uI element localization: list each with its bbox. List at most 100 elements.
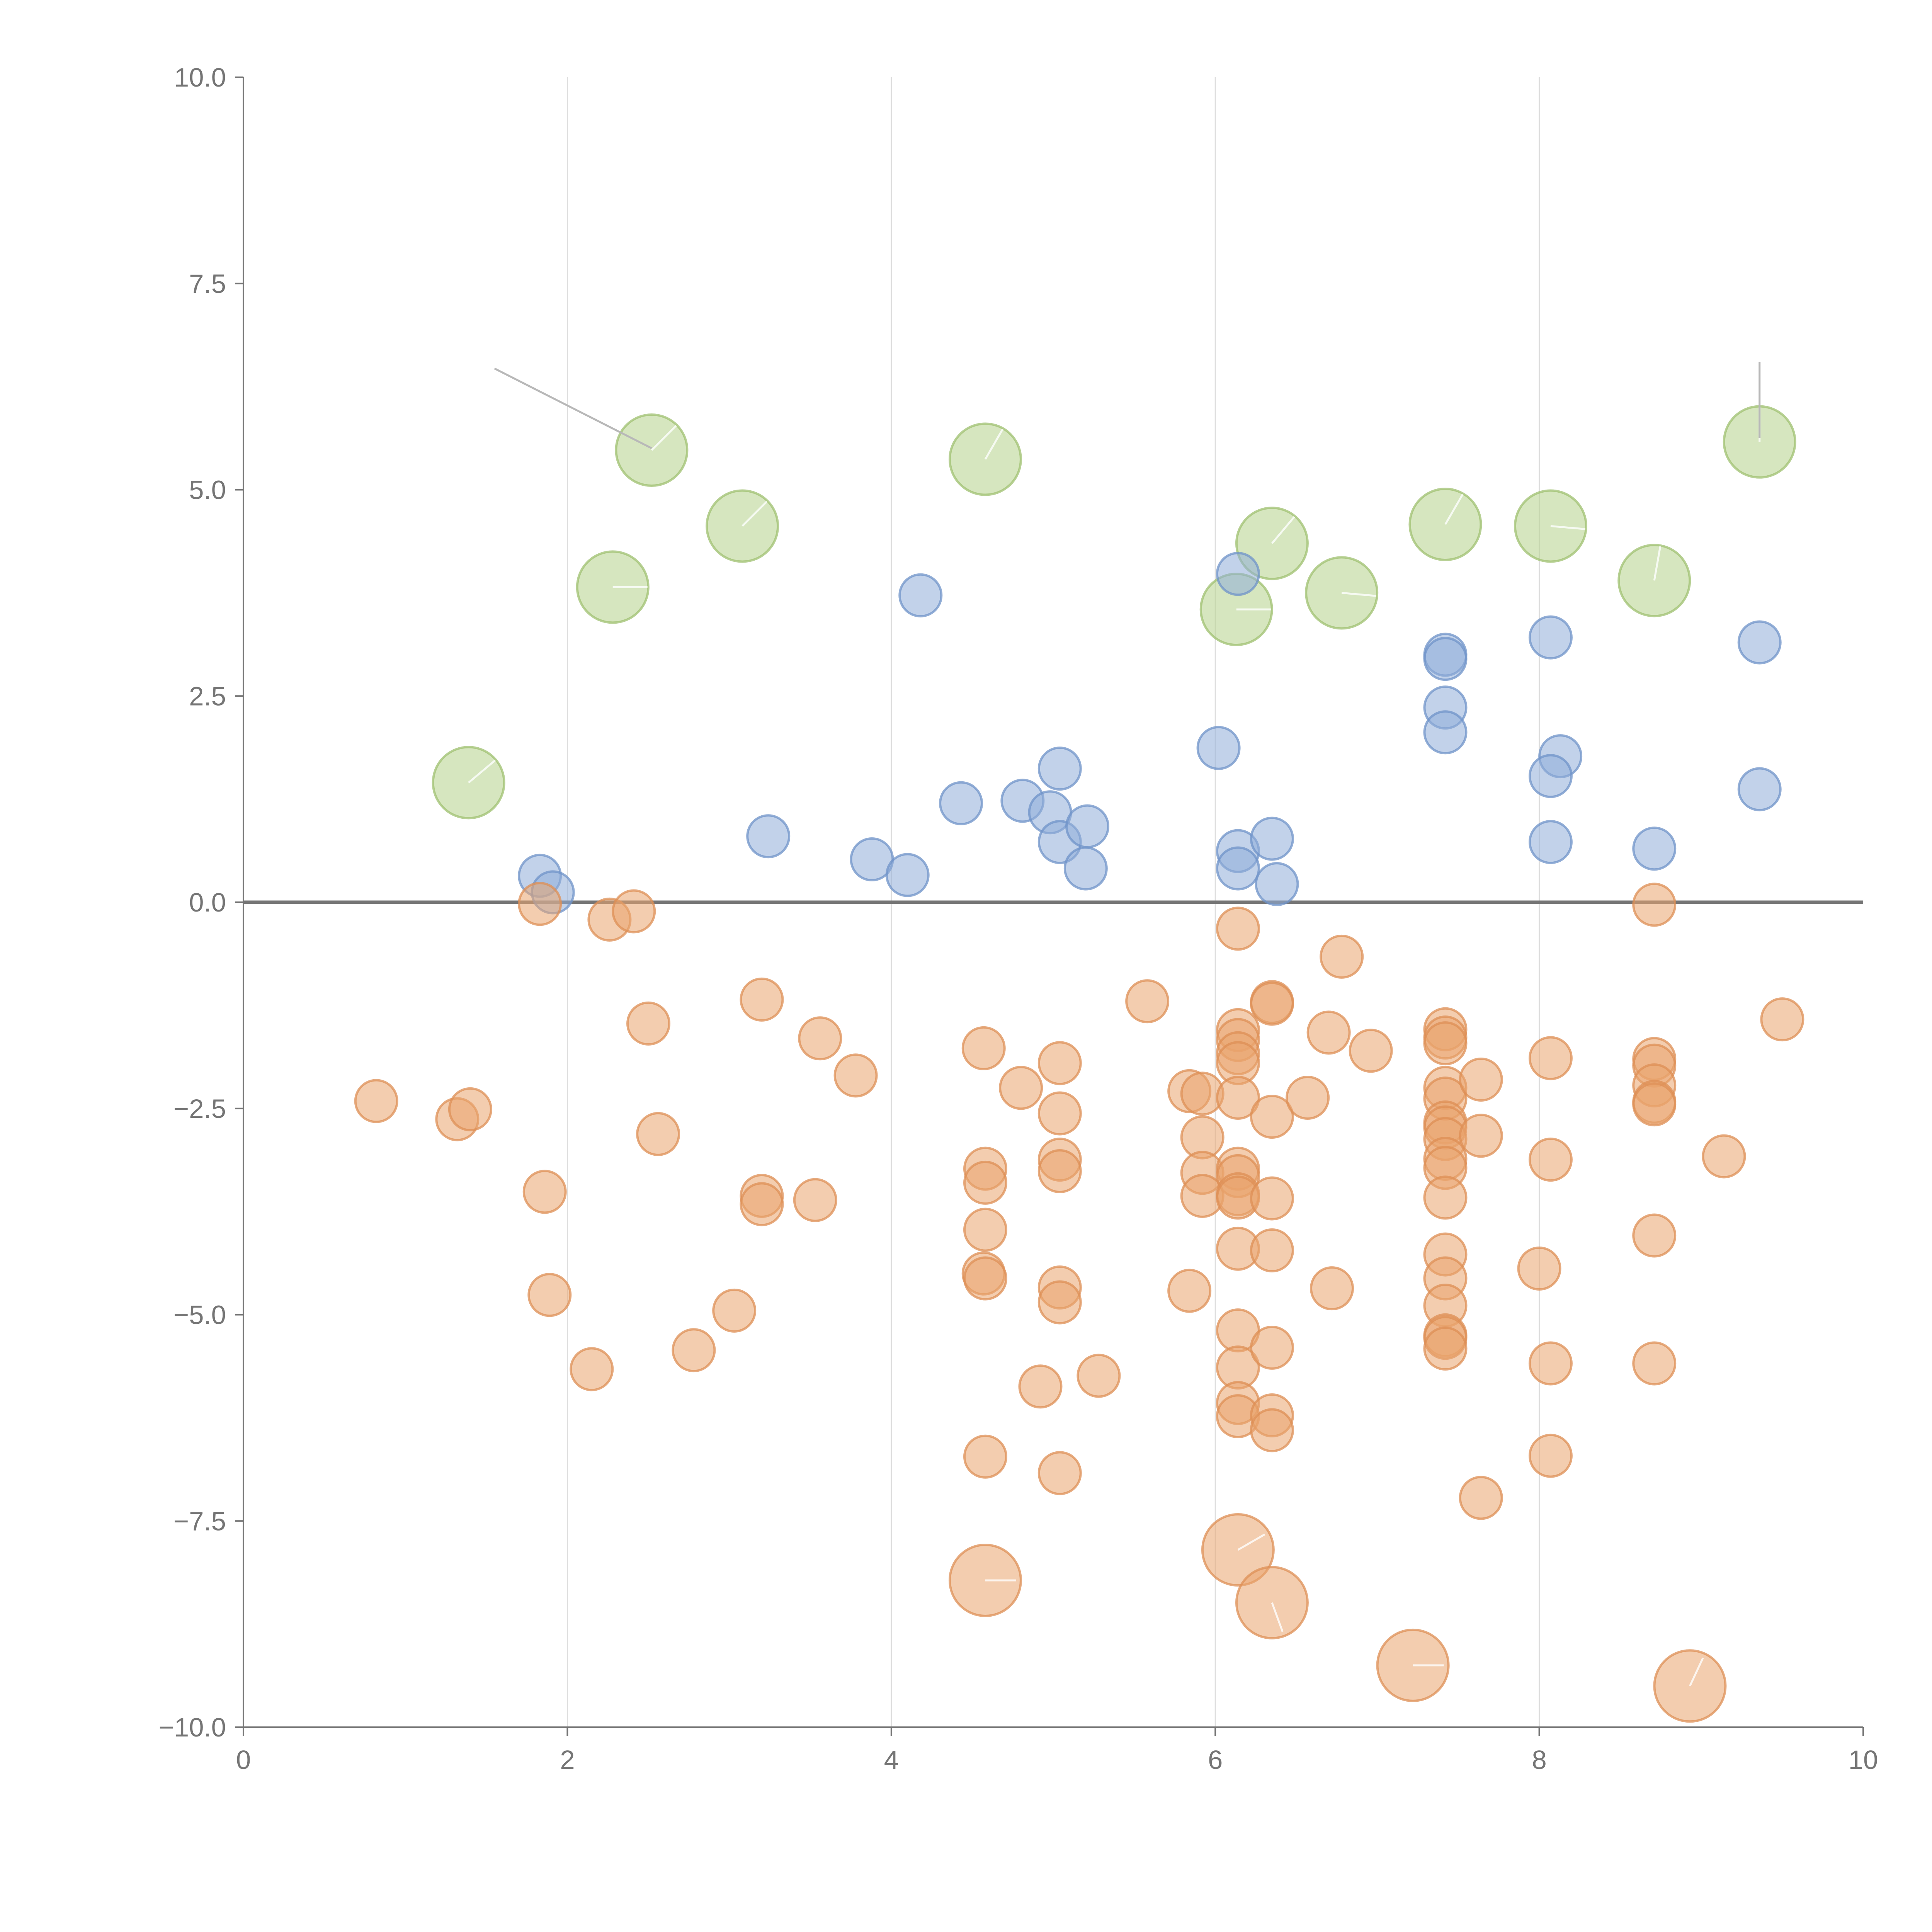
data-point-small-negative (354, 1079, 398, 1123)
x-tick-label: 6 (1208, 1745, 1223, 1775)
label-leader-line (1444, 493, 1464, 525)
data-point-small-positive (1037, 747, 1082, 791)
annotation-connector-line (494, 367, 652, 449)
x-tick-label: 2 (560, 1745, 575, 1775)
data-point-small-negative (1459, 1058, 1503, 1102)
data-point-small-negative (1037, 1280, 1082, 1325)
data-point-small-positive (1632, 827, 1677, 871)
data-point-small-negative (1632, 1082, 1677, 1127)
data-point-small-negative (1632, 1341, 1677, 1386)
data-point-small-negative (1632, 1213, 1677, 1258)
data-point-small-negative (1310, 1266, 1354, 1311)
data-point-small-negative (1306, 1010, 1351, 1055)
label-leader-line (1237, 1533, 1265, 1551)
data-point-small-negative (1349, 1029, 1393, 1073)
data-point-small-negative (527, 1273, 572, 1317)
data-point-small-negative (999, 1066, 1043, 1110)
data-point-small-negative (1216, 906, 1260, 951)
label-leader-line (468, 759, 496, 784)
y-tick-label: 10.0 (174, 63, 226, 92)
label-leader-line (1271, 516, 1295, 544)
data-point-small-positive (1528, 820, 1573, 864)
data-point-small-negative (963, 1208, 1007, 1252)
data-point-small-positive (1737, 767, 1782, 811)
data-point-small-positive (1250, 816, 1294, 861)
y-tick-label: 2.5 (189, 681, 226, 711)
data-point-small-negative (1320, 934, 1364, 979)
data-point-small-negative (626, 1001, 670, 1046)
data-point-small-negative (1760, 997, 1804, 1042)
data-point-small-negative (1632, 883, 1677, 927)
data-point-small-negative (1250, 1095, 1294, 1139)
data-point-small-negative (570, 1347, 614, 1391)
bubble-layer (354, 405, 1804, 1723)
y-tick-label: 0.0 (189, 888, 226, 917)
data-point-small-negative (1423, 1327, 1468, 1371)
data-point-small-positive (1528, 615, 1573, 660)
x-tick-label: 4 (884, 1745, 899, 1775)
label-leader-line (1341, 592, 1377, 597)
data-point-small-negative (1077, 1354, 1121, 1398)
label-leader-line (1689, 1657, 1704, 1687)
annotation-layer (468, 362, 1761, 1687)
label-leader-line (1550, 525, 1585, 530)
y-tick-label: −2.5 (173, 1094, 226, 1124)
data-point-small-negative (833, 1053, 878, 1098)
data-point-small-positive (1423, 710, 1468, 755)
data-point-small-negative (1037, 1149, 1082, 1194)
y-tick-label: −10.0 (158, 1713, 226, 1742)
x-tick-label: 8 (1532, 1745, 1546, 1775)
label-leader-line (1271, 1602, 1284, 1632)
data-point-small-positive (1255, 862, 1299, 906)
data-point-small-negative (1528, 1036, 1573, 1080)
data-point-small-negative (1037, 1041, 1082, 1085)
data-point-small-negative (1528, 1138, 1573, 1182)
data-point-small-negative (712, 1288, 757, 1333)
data-point-small-negative (1528, 1341, 1573, 1386)
data-point-small-negative (1250, 981, 1294, 1026)
data-point-small-negative (1018, 1364, 1063, 1409)
y-tick-label: −5.0 (173, 1300, 226, 1330)
data-point-small-negative (1517, 1246, 1561, 1291)
x-tick-label: 10 (1849, 1745, 1878, 1775)
data-point-small-positive (1063, 846, 1108, 891)
data-point-small-negative (1037, 1091, 1082, 1136)
data-point-small-negative (1528, 1434, 1573, 1478)
data-point-small-negative (793, 1178, 837, 1222)
data-point-small-positive (1737, 620, 1782, 665)
data-point-small-positive (746, 814, 791, 859)
data-point-small-positive (939, 781, 983, 825)
data-point-small-negative (1216, 1075, 1260, 1120)
data-point-small-negative (1423, 1175, 1468, 1220)
data-point-small-positive (1528, 754, 1573, 798)
data-point-small-negative (1250, 1408, 1294, 1452)
data-point-small-positive (1196, 726, 1241, 770)
axis-layer: −10.0 −7.5 −5.0 −2.5 0.0 2.5 5.0 7.5 10.0 0 2 4 6 8 10 (158, 63, 1878, 1775)
data-point-small-negative (636, 1112, 680, 1156)
data-point-small-negative (798, 1016, 842, 1061)
data-point-small-positive (1216, 552, 1260, 596)
data-point-small-negative (1286, 1075, 1330, 1120)
y-tick-label: −7.5 (173, 1506, 226, 1536)
label-leader-line (742, 501, 768, 527)
data-point-small-negative (740, 977, 784, 1022)
data-point-small-positive (885, 853, 930, 897)
data-point-small-negative (1702, 1134, 1746, 1179)
y-tick-label: 7.5 (189, 269, 226, 299)
data-point-small-negative (1459, 1114, 1503, 1158)
x-tick-label: 0 (236, 1745, 251, 1775)
data-point-small-positive (898, 573, 943, 617)
data-point-small-positive (1065, 804, 1110, 849)
data-point-small-negative (740, 1182, 784, 1226)
data-point-small-negative (1459, 1476, 1503, 1520)
data-point-small-negative (1250, 1228, 1294, 1272)
data-point-small-negative (963, 1160, 1007, 1205)
label-leader-line (651, 425, 677, 451)
data-point-small-negative (1167, 1269, 1212, 1313)
data-point-small-negative (1125, 979, 1170, 1024)
data-point-small-negative (672, 1328, 716, 1372)
label-leader-line (1653, 546, 1662, 581)
data-point-small-positive (1423, 637, 1468, 681)
